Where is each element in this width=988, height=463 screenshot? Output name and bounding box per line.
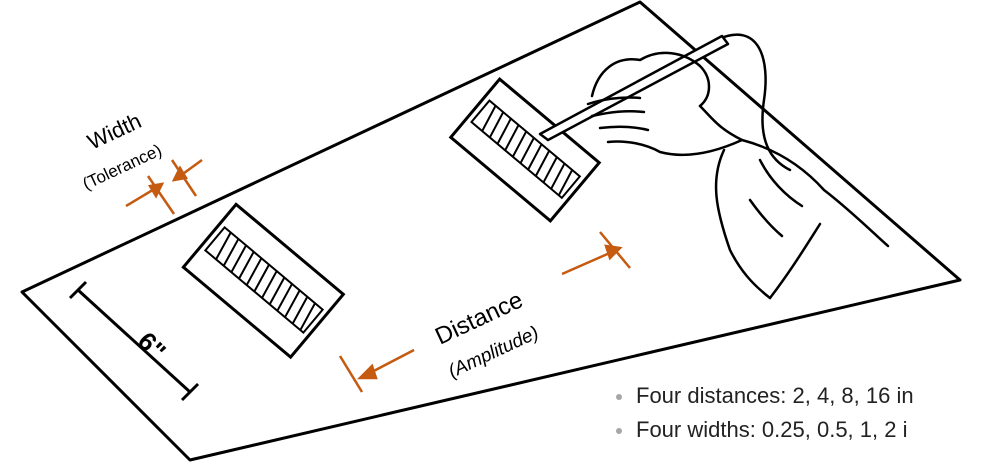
hand-with-stylus <box>538 33 890 300</box>
distance-arrows <box>338 231 631 393</box>
bullet-widths-text: Four widths: 0.25, 0.5, 1, 2 i <box>636 417 908 442</box>
dimension-label: 6" <box>132 326 172 366</box>
dimension-line <box>68 280 200 402</box>
bullet-dot <box>616 428 622 434</box>
bullet-distances-text: Four distances: 2, 4, 8, 16 in <box>636 383 914 408</box>
bullet-distances: Four distances: 2, 4, 8, 16 in <box>612 382 914 416</box>
bullet-widths: Four widths: 0.25, 0.5, 1, 2 i <box>612 416 914 450</box>
bullet-list: Four distances: 2, 4, 8, 16 in Four widt… <box>612 382 914 450</box>
width-label: Width <box>84 108 146 154</box>
right-target-plate <box>448 76 602 224</box>
bullet-dot <box>616 394 622 400</box>
width-arrows <box>125 158 203 215</box>
tapping-board <box>20 0 962 462</box>
left-target-plate <box>181 202 346 360</box>
